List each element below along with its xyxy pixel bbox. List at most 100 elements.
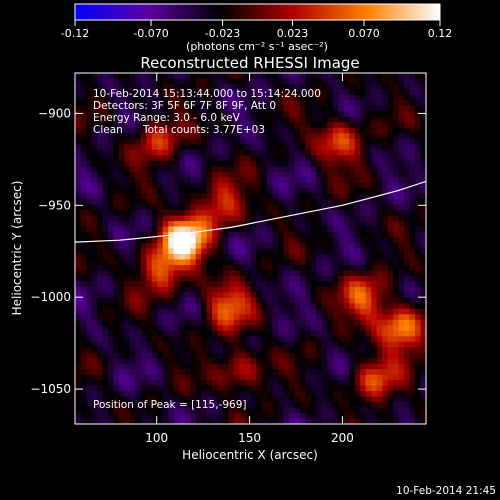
heatmap-cell (338, 292, 345, 299)
heatmap-cell (168, 407, 175, 414)
heatmap-cell (201, 215, 208, 222)
heatmap-cell (245, 325, 251, 332)
heatmap-cell (294, 308, 301, 315)
heatmap-cell (184, 215, 191, 222)
heatmap-cell (239, 116, 246, 123)
heatmap-cell (409, 204, 416, 211)
heatmap-cell (371, 418, 378, 424)
heatmap-cell (332, 78, 339, 85)
heatmap-cell (168, 182, 175, 189)
heatmap-cell (157, 292, 164, 299)
heatmap-cell (201, 281, 208, 288)
heatmap-cell (382, 149, 389, 156)
heatmap-cell (321, 160, 328, 167)
heatmap-cell (75, 396, 81, 403)
heatmap-cell (113, 418, 120, 424)
heatmap-cell (382, 297, 389, 304)
heatmap-cell (277, 391, 284, 397)
heatmap-cell (206, 248, 213, 255)
heatmap-cell (371, 122, 378, 129)
heatmap-cell (327, 193, 334, 200)
heatmap-cell (113, 210, 120, 216)
heatmap-cell (371, 407, 378, 414)
heatmap-cell (212, 144, 218, 151)
heatmap-cell (305, 138, 312, 145)
heatmap-cell (190, 100, 197, 107)
heatmap-cell (255, 199, 262, 206)
heatmap-cell (217, 308, 224, 315)
heatmap-cell (354, 336, 361, 343)
heatmap-cell (288, 243, 295, 249)
heatmap-cell (173, 369, 180, 376)
heatmap-cell (250, 144, 257, 151)
heatmap-cell (234, 160, 240, 167)
heatmap-cell (393, 78, 399, 85)
heatmap-cell (91, 166, 98, 173)
heatmap-cell (190, 144, 197, 151)
heatmap-cell (393, 171, 399, 178)
heatmap-cell (321, 177, 328, 184)
heatmap-cell (234, 177, 240, 184)
heatmap-cell (415, 418, 421, 424)
heatmap-cell (223, 116, 229, 123)
heatmap-cell (409, 413, 416, 419)
heatmap-cell (91, 363, 98, 370)
heatmap-cell (234, 297, 240, 304)
heatmap-cell (382, 182, 389, 189)
heatmap-cell (371, 319, 378, 326)
heatmap-cell (393, 177, 399, 184)
heatmap-cell (206, 325, 213, 332)
heatmap-cell (162, 270, 169, 277)
heatmap-cell (398, 418, 405, 424)
heatmap-cell (360, 177, 367, 184)
heatmap-cell (102, 341, 109, 348)
heatmap-cell (102, 199, 109, 206)
heatmap-cell (261, 385, 268, 392)
heatmap-cell (151, 204, 158, 211)
heatmap-cell (195, 78, 202, 85)
heatmap-cell (288, 292, 295, 299)
heatmap-cell (327, 199, 334, 206)
heatmap-cell (228, 308, 235, 315)
heatmap-cell (151, 83, 158, 90)
heatmap-cell (277, 253, 284, 260)
heatmap-cell (124, 204, 131, 211)
heatmap-cell (266, 264, 273, 271)
heatmap-cell (212, 221, 218, 227)
heatmap-cell (118, 89, 125, 96)
heatmap-cell (96, 369, 103, 376)
heatmap-cell (349, 369, 356, 376)
heatmap-cell (365, 89, 372, 96)
heatmap-cell (75, 264, 81, 271)
heatmap-cell (299, 369, 306, 376)
heatmap-cell (212, 402, 218, 408)
heatmap-cell (113, 248, 120, 255)
heatmap-cell (420, 314, 426, 321)
heatmap-cell (376, 319, 383, 326)
heatmap-cell (360, 407, 367, 414)
heatmap-cell (118, 341, 125, 348)
heatmap-cell (349, 286, 356, 293)
heatmap-cell (371, 226, 378, 233)
heatmap-cell (393, 380, 399, 387)
heatmap-cell (146, 215, 153, 222)
heatmap-cell (85, 83, 92, 90)
heatmap-cell (327, 226, 334, 233)
heatmap-cell (272, 380, 279, 387)
heatmap-cell (234, 116, 240, 123)
heatmap-cell (305, 204, 312, 211)
heatmap-cell (398, 199, 405, 206)
heatmap-cell (239, 303, 246, 310)
heatmap-cell (305, 243, 312, 249)
heatmap-cell (91, 286, 98, 293)
heatmap-cell (305, 193, 312, 200)
heatmap-cell (223, 188, 229, 195)
heatmap-cell (321, 418, 328, 424)
heatmap-cell (228, 193, 235, 200)
heatmap-cell (245, 319, 251, 326)
heatmap-cell (327, 149, 334, 156)
heatmap-cell (261, 188, 268, 195)
heatmap-cell (195, 237, 202, 244)
heatmap-cell (118, 199, 125, 206)
heatmap-cell (277, 215, 284, 222)
